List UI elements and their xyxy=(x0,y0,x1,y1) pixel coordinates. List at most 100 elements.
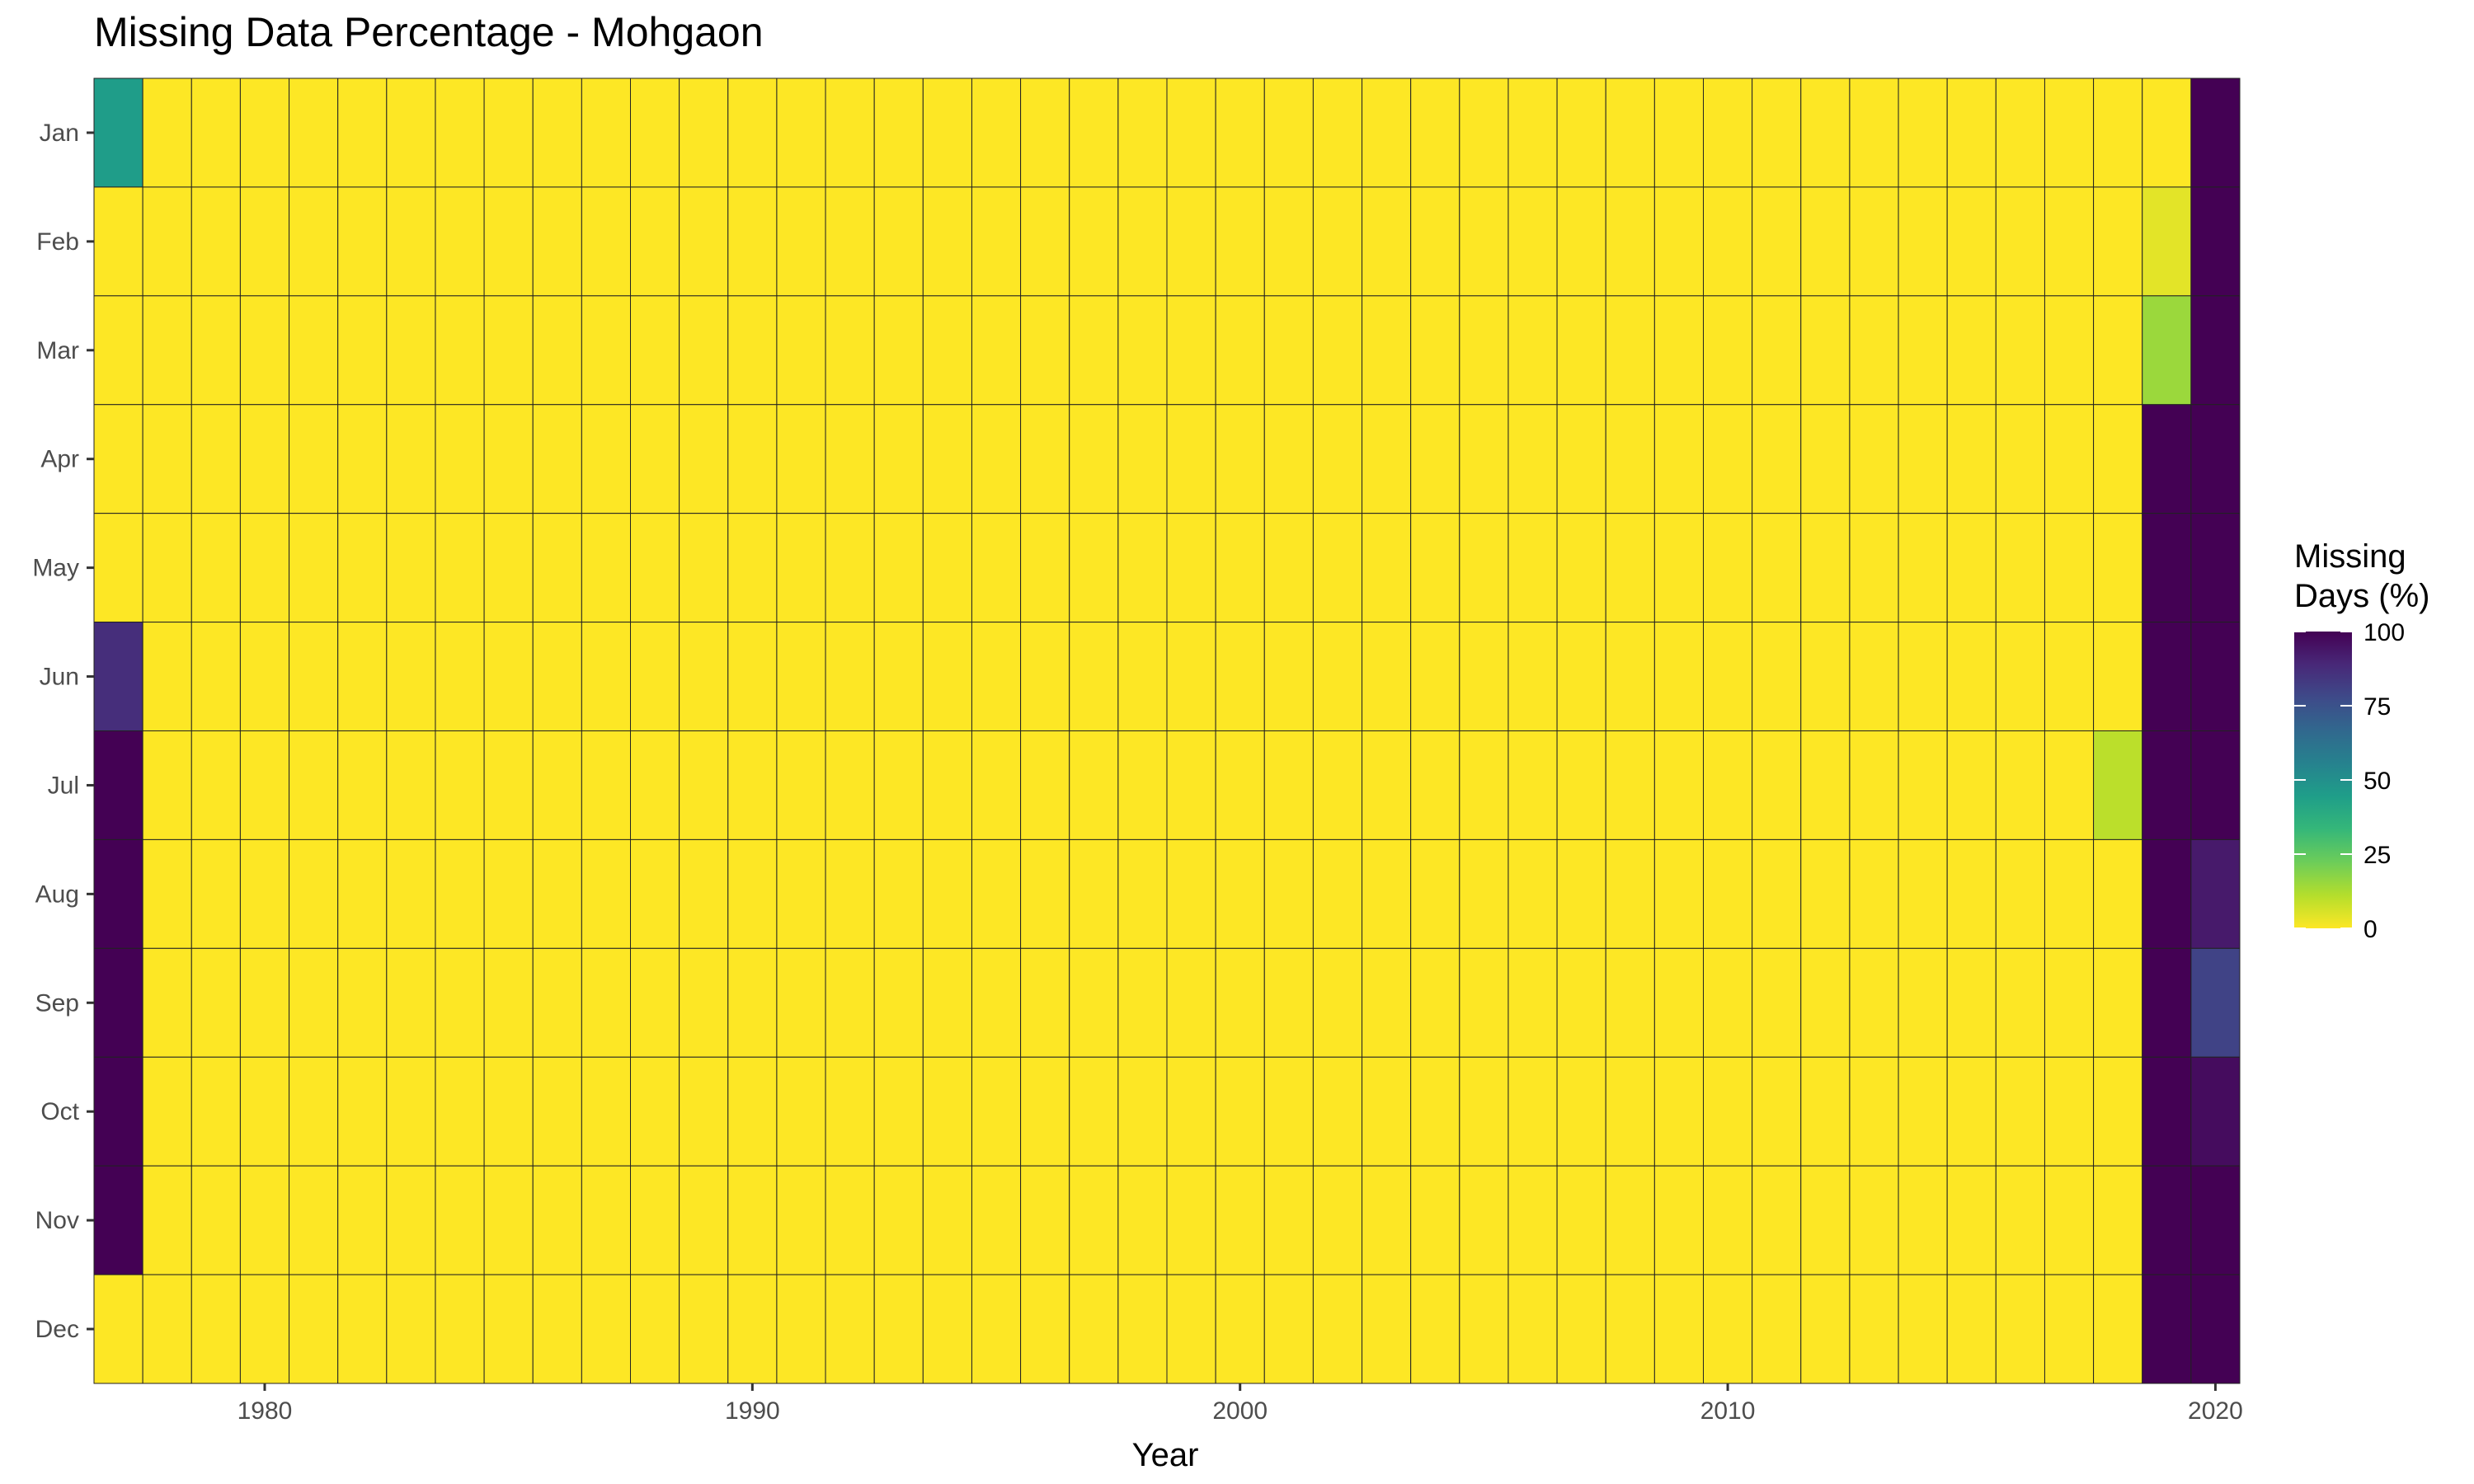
heatmap-cell xyxy=(1995,1274,2045,1384)
heatmap-cell xyxy=(1605,404,1655,514)
heatmap-cell xyxy=(532,1056,582,1167)
y-tick-label: Jul xyxy=(48,772,79,799)
heatmap-cell xyxy=(679,1056,729,1167)
heatmap-cell xyxy=(1556,1274,1606,1384)
heatmap-cell xyxy=(873,186,924,297)
heatmap-cell xyxy=(1556,1165,1606,1275)
heatmap-cell xyxy=(289,1165,339,1275)
heatmap-cell xyxy=(1703,1165,1753,1275)
heatmap-cell xyxy=(1946,295,1997,406)
heatmap-cell xyxy=(1117,77,1168,188)
heatmap-cell xyxy=(2044,730,2095,840)
heatmap-cell xyxy=(1752,513,1802,623)
heatmap-cell xyxy=(630,1056,680,1167)
heatmap-cell xyxy=(2093,186,2143,297)
heatmap-cell xyxy=(1410,622,1460,731)
heatmap-cell xyxy=(386,730,436,840)
heatmap-cell xyxy=(1800,1056,1851,1167)
heatmap-cell xyxy=(1459,513,1509,623)
heatmap-cell xyxy=(1800,77,1851,188)
heatmap-cell xyxy=(971,730,1022,840)
heatmap-cell xyxy=(93,1056,143,1167)
heatmap-cell xyxy=(1312,838,1363,949)
heatmap-cell xyxy=(873,622,924,731)
heatmap-cell xyxy=(1362,1274,1412,1384)
heatmap-cell xyxy=(289,838,339,949)
heatmap-cell xyxy=(435,1056,485,1167)
heatmap-cell xyxy=(1507,186,1558,297)
heatmap-cell xyxy=(2093,730,2143,840)
heatmap-cell xyxy=(1800,186,1851,297)
heatmap-cell xyxy=(971,186,1022,297)
heatmap-cell xyxy=(1605,622,1655,731)
heatmap-cell xyxy=(2190,404,2241,514)
heatmap-cell xyxy=(1069,838,1119,949)
heatmap-cell xyxy=(581,1274,632,1384)
heatmap-cell xyxy=(1556,730,1606,840)
heatmap-cell xyxy=(1605,1056,1655,1167)
heatmap-cell xyxy=(239,947,290,1058)
heatmap-cell xyxy=(581,1165,632,1275)
heatmap-cell xyxy=(1898,730,1948,840)
heatmap-cell xyxy=(142,77,192,188)
heatmap-cell xyxy=(1653,295,1705,406)
heatmap-cell xyxy=(142,947,192,1058)
heatmap-cell xyxy=(776,622,826,731)
heatmap-cell xyxy=(337,513,388,623)
legend-tick-label: 100 xyxy=(2363,619,2405,646)
heatmap-cell xyxy=(630,186,680,297)
heatmap-cell xyxy=(1362,838,1412,949)
heatmap-cell xyxy=(1117,730,1168,840)
heatmap-cell xyxy=(1703,730,1753,840)
heatmap-cell xyxy=(93,186,143,297)
heatmap-cell xyxy=(1703,1056,1753,1167)
heatmap-cell xyxy=(190,838,241,949)
heatmap-cell xyxy=(532,730,582,840)
heatmap-cell xyxy=(1507,947,1558,1058)
heatmap-cell xyxy=(1752,622,1802,731)
heatmap-cell xyxy=(93,513,143,623)
heatmap-cell xyxy=(190,1056,241,1167)
heatmap-cell xyxy=(1995,947,2045,1058)
heatmap-cell xyxy=(1069,404,1119,514)
heatmap-cell xyxy=(2142,947,2192,1058)
heatmap-cell xyxy=(1312,947,1363,1058)
heatmap-cell xyxy=(1020,404,1070,514)
heatmap-cell xyxy=(1117,622,1168,731)
heatmap-cell xyxy=(435,295,485,406)
heatmap-cell xyxy=(1703,404,1753,514)
heatmap-cell xyxy=(1653,730,1705,840)
heatmap-cell xyxy=(1653,77,1705,188)
heatmap-cell xyxy=(1069,1056,1119,1167)
x-tick-label: 2020 xyxy=(2188,1397,2243,1425)
x-axis: 1980 1990 2000 2010 2020 xyxy=(238,1383,2243,1425)
heatmap-cell xyxy=(1166,404,1216,514)
heatmap-cell xyxy=(190,186,241,297)
heatmap-cell xyxy=(922,513,972,623)
heatmap-cell xyxy=(1166,838,1216,949)
heatmap-cell xyxy=(1752,1274,1802,1384)
heatmap-cell xyxy=(825,1274,875,1384)
heatmap-cell xyxy=(1946,947,1997,1058)
heatmap-cell xyxy=(727,1165,778,1275)
heatmap-cell xyxy=(581,622,632,731)
heatmap-cell xyxy=(1849,513,1899,623)
heatmap-cell xyxy=(1362,295,1412,406)
heatmap-cell xyxy=(1556,947,1606,1058)
heatmap-cell xyxy=(337,1165,388,1275)
heatmap-cell xyxy=(1703,513,1753,623)
heatmap-cell xyxy=(239,404,290,514)
heatmap-cell xyxy=(581,1056,632,1167)
heatmap-cell xyxy=(1166,186,1216,297)
heatmap-cell xyxy=(1507,77,1558,188)
heatmap-cell xyxy=(1362,947,1412,1058)
chart-title: Missing Data Percentage - Mohgaon xyxy=(94,9,764,55)
legend-tick-label: 25 xyxy=(2363,842,2391,869)
heatmap-cell xyxy=(337,1274,388,1384)
heatmap-cell xyxy=(922,77,972,188)
heatmap-cell xyxy=(2044,404,2095,514)
heatmap-cell xyxy=(2093,513,2143,623)
heatmap-cell xyxy=(386,622,436,731)
y-tick-label: Mar xyxy=(36,337,79,364)
heatmap-cell xyxy=(386,947,436,1058)
